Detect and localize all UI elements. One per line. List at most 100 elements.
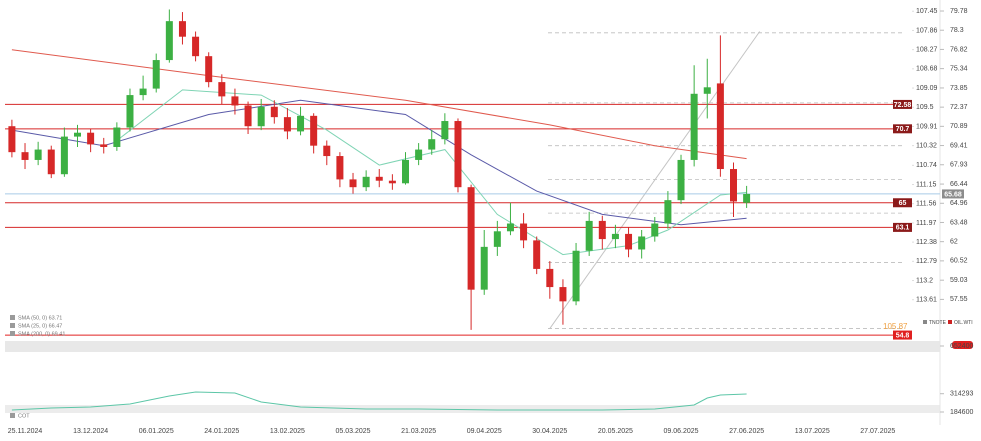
y2-tick-label: 111.56 — [916, 201, 936, 208]
candle-body — [74, 132, 81, 137]
x-tick-label: 27.07.2025 — [860, 428, 895, 435]
y-tick-label: 60.52 — [950, 258, 968, 265]
legend-label: SMA (200, 0) 69.41 — [18, 331, 65, 337]
y2-tick-label: 109.09 — [916, 85, 938, 92]
trend-line — [549, 31, 761, 329]
y-tick-label: 57.55 — [950, 296, 968, 303]
x-tick-label: 30.04.2025 — [532, 428, 567, 435]
cot-line — [11, 391, 747, 411]
level-tag — [893, 222, 912, 232]
candle-body — [165, 21, 173, 61]
candle-body — [533, 240, 541, 269]
y-tick-label: 76.82 — [950, 46, 968, 53]
candle-body — [375, 176, 383, 181]
candle-body — [60, 136, 68, 175]
candle-body — [47, 149, 55, 175]
y-tick-label: 70.89 — [950, 123, 968, 130]
candle-body — [21, 152, 29, 160]
candle-body — [310, 115, 318, 146]
candle-body — [546, 268, 554, 288]
y-tick-label: 79.78 — [950, 8, 968, 15]
y-tick-label: 67.93 — [950, 162, 968, 169]
candle-body — [113, 127, 121, 147]
candle-body — [638, 236, 646, 250]
y2-tick-label: 109.5 — [916, 104, 934, 111]
y2-tick-label: 112.38 — [916, 239, 937, 246]
current-price-tag — [942, 189, 964, 199]
candle-body — [428, 139, 436, 150]
candle-body — [87, 132, 95, 145]
candle-body — [415, 149, 423, 160]
candle-body — [8, 126, 16, 153]
y-tick-label: 75.34 — [950, 65, 968, 72]
level-label: 70.7 — [896, 126, 910, 133]
candle-body — [690, 93, 698, 160]
y-tick-label: 63.48 — [950, 219, 968, 226]
candle-body — [178, 21, 186, 37]
candle-body — [283, 117, 291, 132]
level-label: 65 — [899, 200, 907, 207]
sma-line — [11, 49, 747, 160]
candle-body — [454, 121, 462, 188]
y-tick-label: 62 — [950, 239, 958, 246]
cot-band — [5, 405, 940, 413]
y-tick-label: 69.41 — [950, 142, 968, 149]
y2-tick-label: 110.74 — [916, 162, 937, 169]
current-price-label: 65.68 — [944, 191, 962, 198]
y2-tick-label: 113.61 — [916, 297, 937, 304]
candle-body — [244, 105, 252, 127]
legend-item: OIL.WTI — [954, 320, 973, 326]
y-tick-label: 314293 — [950, 391, 973, 398]
candle-body — [349, 179, 357, 188]
candle-body — [611, 233, 619, 240]
legend-icon — [10, 413, 15, 418]
candle-body — [205, 56, 213, 83]
y-tick-label: 64.96 — [950, 200, 968, 207]
candle-body — [152, 60, 160, 89]
candle-body — [467, 187, 475, 290]
y-tick-label: 72.37 — [950, 104, 968, 111]
legend-item: TNOTE — [929, 320, 947, 326]
level-label: 63.1 — [896, 225, 910, 232]
level-tag — [893, 124, 912, 134]
candle-body — [323, 145, 331, 157]
x-tick-label: 27.06.2025 — [729, 428, 764, 435]
level-label: 72.58 — [894, 102, 912, 109]
x-tick-label: 24.01.2025 — [204, 428, 239, 435]
candle-body — [585, 220, 593, 251]
candle-body — [362, 176, 370, 188]
candle-body — [480, 246, 488, 290]
candle-body — [388, 180, 396, 184]
candle-body — [625, 233, 633, 250]
legend-icon — [10, 315, 15, 320]
candle-body — [703, 87, 711, 94]
legend-icon — [948, 320, 952, 324]
legend-icon — [10, 323, 15, 328]
legend-label: COT — [18, 413, 30, 419]
pane-separator — [5, 341, 940, 352]
x-tick-label: 13.02.2025 — [270, 428, 305, 435]
legend-label: SMA (50, 0) 63.71 — [18, 315, 62, 321]
candle-body — [572, 250, 580, 302]
x-tick-label: 09.06.2025 — [663, 428, 698, 435]
y-tick-label: 66.44 — [950, 181, 968, 188]
x-tick-label: 06.01.2025 — [139, 428, 174, 435]
candle-body — [270, 106, 278, 118]
candle-body — [100, 144, 108, 147]
legend-icon — [10, 331, 15, 336]
candle-body — [743, 193, 751, 203]
candle-body — [598, 220, 606, 240]
x-tick-label: 25.11.2024 — [8, 428, 43, 435]
legend-button[interactable] — [952, 341, 973, 349]
legend-label: SMA (25, 0) 66.47 — [18, 323, 62, 329]
y-tick-label: 73.85 — [950, 85, 968, 92]
y2-tick-label: 107.45 — [916, 8, 938, 15]
candle-body — [257, 106, 265, 127]
x-tick-label: 09.04.2025 — [467, 428, 502, 435]
y-tick-label: 59.03 — [950, 277, 968, 284]
y2-tick-label: 112.79 — [916, 258, 937, 265]
candle-body — [336, 156, 344, 180]
y2-tick-label: 111.97 — [916, 220, 936, 227]
